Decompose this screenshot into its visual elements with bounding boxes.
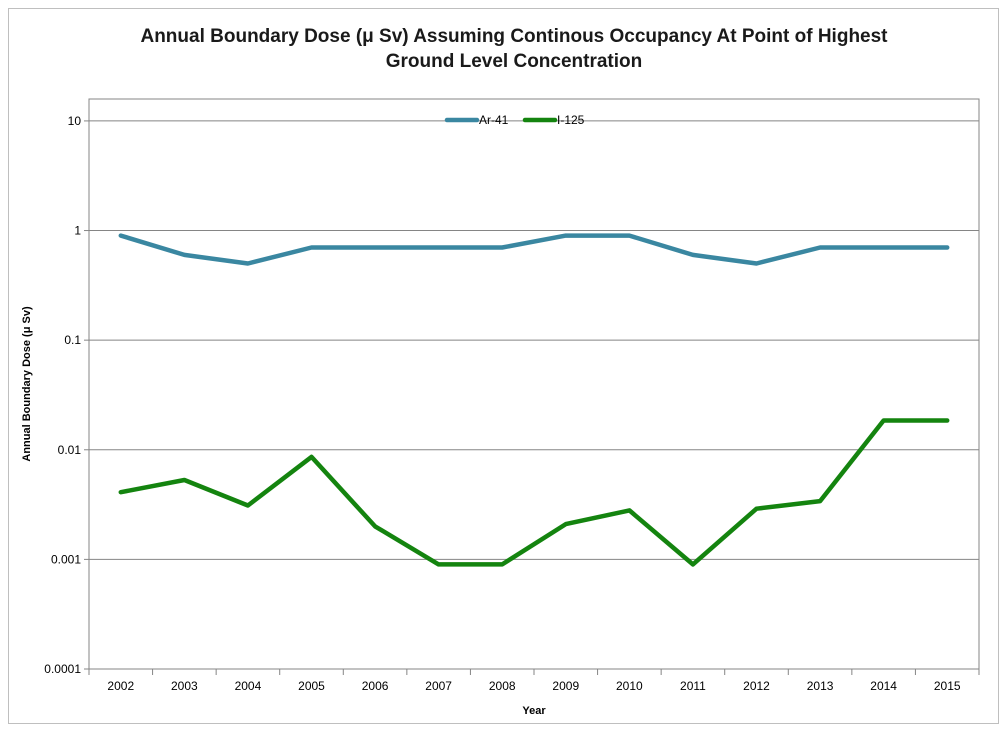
y-tick-label: 0.001 xyxy=(51,552,81,566)
x-tick-label: 2006 xyxy=(362,679,389,693)
chart-title-line: Annual Boundary Dose (μ Sv) Assuming Con… xyxy=(140,26,888,47)
x-tick-label: 2002 xyxy=(107,679,134,693)
gridlines xyxy=(89,120,979,670)
x-tick-label: 2011 xyxy=(680,679,706,693)
x-tick-label: 2009 xyxy=(552,679,579,693)
series-lines xyxy=(118,233,950,567)
y-axis-title: Annual Boundary Dose (μ Sv) xyxy=(21,306,33,462)
y-tick-label: 0.01 xyxy=(58,443,82,457)
x-tick-label: 2005 xyxy=(298,679,325,693)
x-tick-label: 2015 xyxy=(934,679,961,693)
chart-title: Annual Boundary Dose (μ Sv) Assuming Con… xyxy=(140,26,888,72)
chart-title-line: Ground Level Concentration xyxy=(386,51,643,72)
series-line-ar-41 xyxy=(118,233,950,266)
y-tick-label: 10 xyxy=(68,114,82,128)
legend-label: I-125 xyxy=(557,113,585,127)
chart-frame: Annual Boundary Dose (μ Sv) Assuming Con… xyxy=(8,8,999,724)
x-axis-title: Year xyxy=(522,705,546,717)
legend-label: Ar-41 xyxy=(479,113,509,127)
x-tick-label: 2010 xyxy=(616,679,643,693)
x-tick-label: 2008 xyxy=(489,679,516,693)
plot-area xyxy=(88,98,980,670)
series-line-i-125 xyxy=(118,418,950,567)
x-tick-label: 2012 xyxy=(743,679,770,693)
x-tick-label: 2013 xyxy=(807,679,834,693)
chart-svg: Annual Boundary Dose (μ Sv) Assuming Con… xyxy=(21,26,980,717)
x-tick-label: 2004 xyxy=(235,679,262,693)
x-axis-ticks: 2002 2003 2004 2005 2006 2007 2008 2009 2010 2011… xyxy=(88,669,980,693)
x-tick-label: 2003 xyxy=(171,679,198,693)
y-axis-ticks: 0.0001 0.001 0.01 0.1 1 10 xyxy=(44,114,89,676)
y-tick-label: 1 xyxy=(74,224,81,238)
legend: Ar-41 I-125 xyxy=(444,113,585,127)
y-tick-label: 0.0001 xyxy=(44,662,81,676)
y-tick-label: 0.1 xyxy=(64,333,81,347)
x-tick-label: 2014 xyxy=(870,679,897,693)
x-tick-label: 2007 xyxy=(425,679,452,693)
